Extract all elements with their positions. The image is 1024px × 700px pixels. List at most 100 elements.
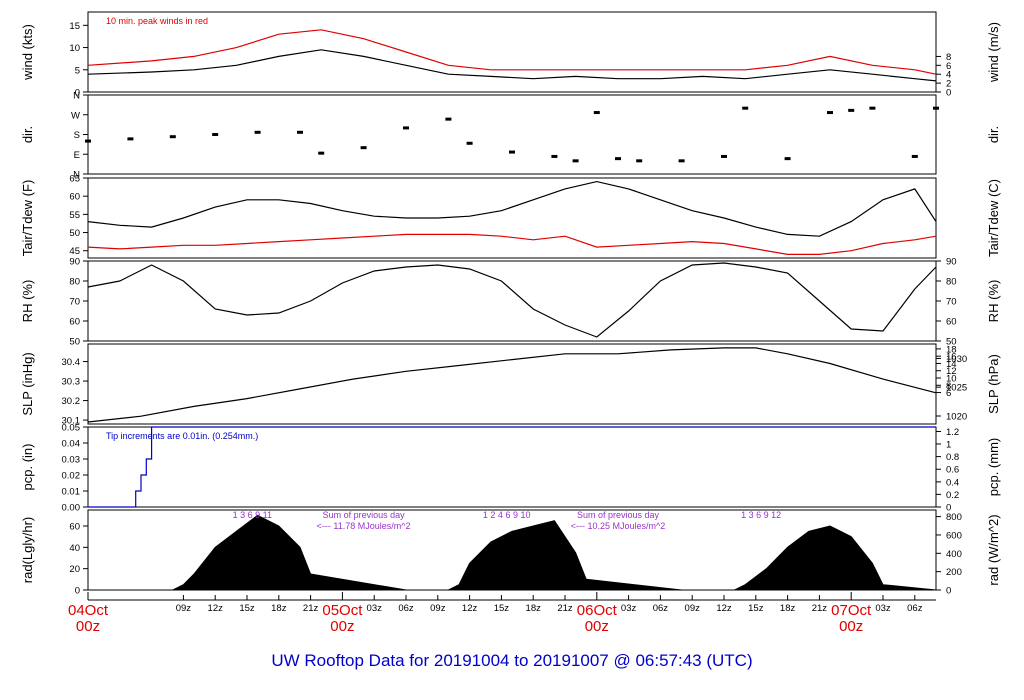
direction-point [615, 157, 621, 161]
y-axis-label: pcp. (in) [20, 444, 35, 491]
y-tick-label: 15 [69, 21, 80, 32]
y-right-axis-label: SLP (hPa) [986, 354, 1001, 414]
panel-frame [87, 343, 937, 425]
x-date-label: 05Oct [322, 602, 363, 619]
daily-sum-label: Sum of previous day [577, 510, 660, 520]
y-right-tick-label: 1025 [946, 383, 967, 394]
x-date-label: 07Oct [831, 602, 872, 619]
y-tick-label: 30.1 [62, 416, 81, 427]
y-right-axis-label: dir. [986, 126, 1001, 143]
y-right-tick-label: 4 [946, 70, 951, 81]
y-right-tick-label: 18 [946, 344, 957, 355]
direction-point [721, 154, 727, 158]
x-tick-label: 12z [462, 603, 478, 614]
direction-point [933, 106, 939, 110]
daylight-hours-label: 1 3 6 9 11 [233, 510, 272, 520]
direction-point [742, 106, 749, 110]
y-axis-label: RH (%) [20, 280, 35, 323]
y-right-tick-label: 70 [946, 297, 957, 308]
y-tick-label: 30.3 [62, 377, 81, 388]
y-tick-label: 60 [69, 192, 80, 203]
y-right-tick-label: 60 [946, 317, 957, 328]
y-tick-label: 70 [69, 297, 80, 308]
time-axis: 09z 12z 15z 18z 21z 03z 06z 09z 12z 15z 18z 21z 03z 0… [68, 592, 936, 635]
y-tick-label: 60 [69, 317, 80, 328]
y-right-axis-label: pcp. (mm) [986, 438, 1001, 497]
x-tick-label: 09z [430, 603, 446, 614]
panel-annotation: Tip increments are 0.01in. (0.254mm.) [106, 431, 258, 441]
y-right-axis-label: Tair/Tdew (C) [986, 179, 1001, 257]
x-tick-label: 06z [907, 603, 923, 614]
direction-point [911, 154, 918, 158]
direction-point [466, 141, 473, 145]
figure-title: UW Rooftop Data for 20191004 to 20191007… [271, 651, 752, 670]
x-tick-label: 18z [780, 603, 796, 614]
daylight-hours-label: 1 3 6 9 12 [741, 510, 781, 520]
x-tick-label: 09z [176, 603, 192, 614]
y-right-axis-label: wind (m/s) [986, 22, 1001, 83]
y-right-tick-label: 10 [946, 374, 957, 385]
y-axis-label: Tair/Tdew (F) [20, 180, 35, 257]
y-right-tick-label: 80 [946, 277, 957, 288]
x-tick-label: 18z [271, 603, 287, 614]
direction-point [254, 130, 261, 134]
y-right-tick-label: 8 [946, 52, 951, 63]
y-tick-label: 10 [69, 43, 80, 54]
x-tick-label: 15z [748, 603, 764, 614]
y-tick-label: 80 [69, 277, 80, 288]
direction-point [572, 159, 579, 163]
panel-5: 0.00 0.01 0.02 0.03 0.04 0.05 0 0.2 0.40.6 0.8 11.… [20, 423, 1001, 514]
y-tick-label: W [71, 110, 80, 121]
direction-point [784, 157, 791, 161]
y-tick-label: 0.05 [62, 423, 81, 434]
y-right-tick-label: 800 [946, 512, 962, 523]
x-tick-label: 12z [716, 603, 732, 614]
panel-frame [87, 11, 937, 93]
y-right-tick-label: 6 [946, 388, 951, 399]
y-tick-label: N [73, 170, 80, 181]
x-tick-label: 15z [494, 603, 510, 614]
y-tick-label: 0.01 [62, 487, 81, 498]
x-date-hour-label: 00z [76, 618, 100, 635]
x-tick-label: 03z [621, 603, 637, 614]
direction-point [678, 159, 685, 163]
direction-point [318, 151, 325, 155]
direction-point [169, 135, 176, 139]
series-line-1 [87, 29, 937, 75]
x-date-label: 06Oct [577, 602, 618, 619]
y-right-tick-label: 0.2 [946, 490, 959, 501]
y-tick-label: 50 [69, 228, 80, 239]
y-tick-label: 55 [69, 210, 80, 221]
y-right-tick-label: 0 [946, 586, 951, 597]
y-right-tick-label: 6 [946, 61, 951, 72]
direction-point [848, 108, 855, 112]
y-right-tick-label: 1.2 [946, 427, 959, 438]
series-line-0 [87, 180, 937, 237]
y-axis-label: SLP (inHg) [20, 352, 35, 415]
y-tick-label: 0 [75, 88, 80, 99]
panel-frame [87, 260, 937, 342]
direction-point [403, 126, 409, 130]
series-line-1 [87, 233, 937, 255]
daylight-hours-label: 1 2 4 6 9 10 [483, 510, 531, 520]
y-right-tick-label: 200 [946, 567, 962, 578]
y-right-tick-label: 16 [946, 352, 957, 363]
y-right-tick-label: 0 [946, 88, 951, 99]
y-tick-label: 40 [69, 543, 80, 554]
x-date-hour-label: 00z [585, 618, 609, 635]
y-axis-label: dir. [20, 126, 35, 143]
y-tick-label: 60 [69, 522, 80, 533]
direction-point [297, 130, 303, 134]
x-tick-label: 09z [685, 603, 701, 614]
x-tick-label: 03z [367, 603, 383, 614]
y-tick-label: 0.03 [62, 455, 81, 466]
x-tick-label: 03z [875, 603, 891, 614]
y-right-tick-label: 400 [946, 549, 962, 560]
y-tick-label: 0 [75, 586, 80, 597]
x-date-label: 04Oct [68, 602, 109, 619]
y-right-tick-label: 8 [946, 381, 951, 392]
series-line-0 [88, 426, 936, 508]
